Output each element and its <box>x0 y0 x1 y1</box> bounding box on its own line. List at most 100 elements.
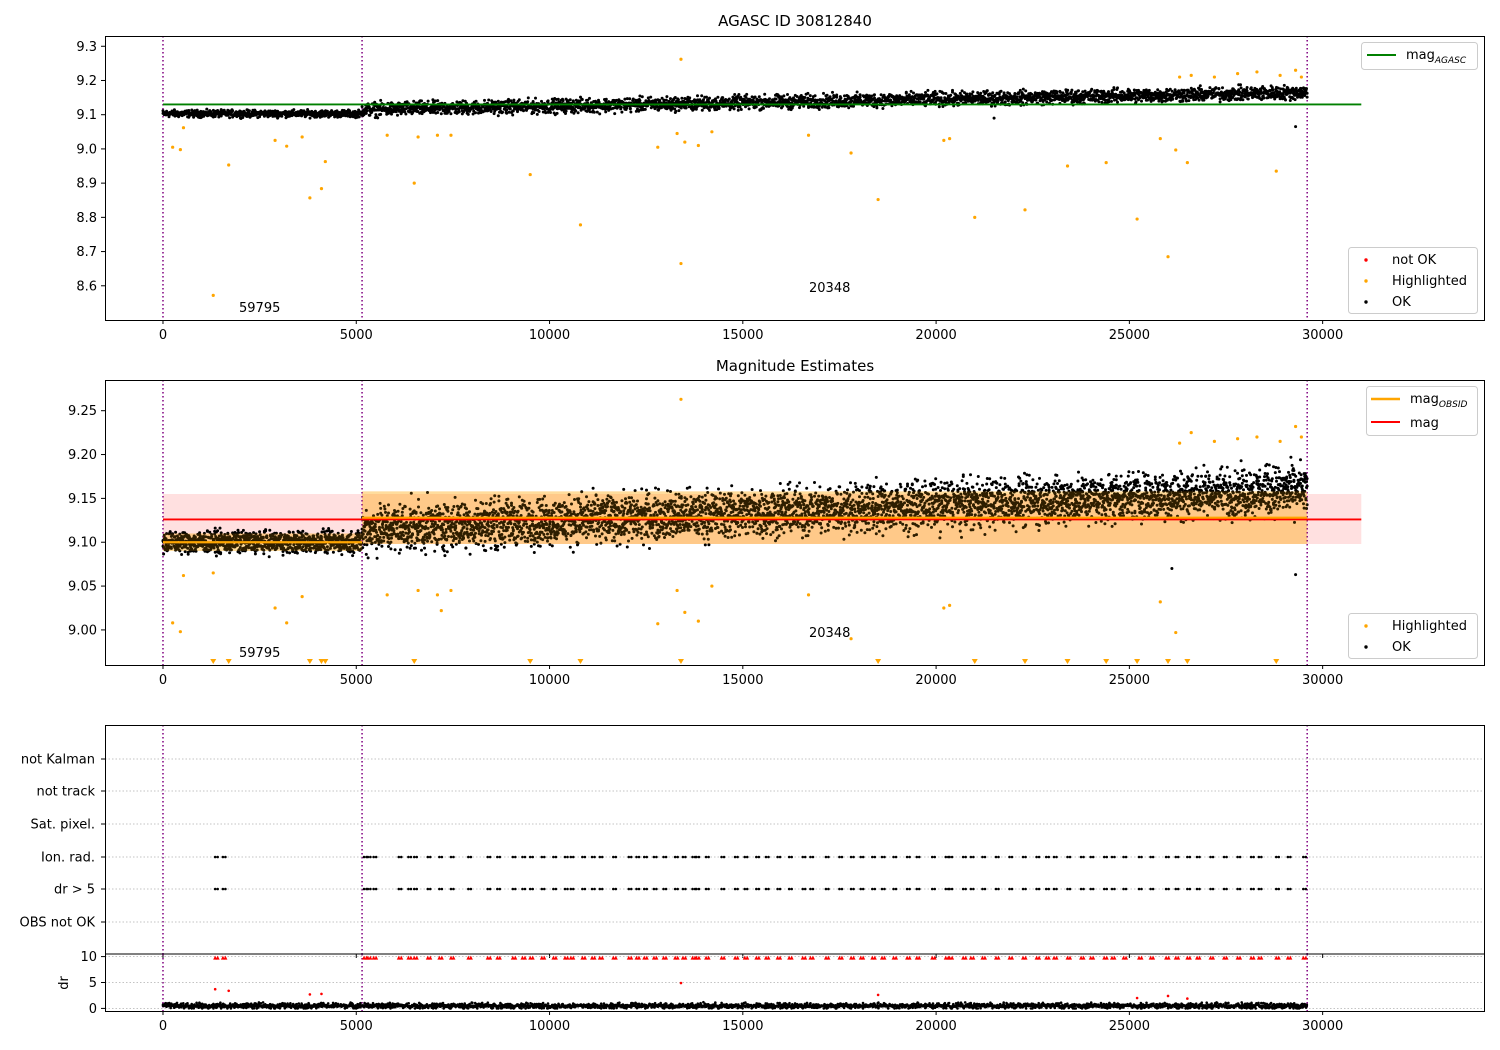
panel-agasc-plot <box>161 36 1362 320</box>
ok-point <box>474 99 478 103</box>
highlighted-point <box>385 133 389 137</box>
highlighted-point <box>435 133 440 137</box>
ok-point <box>436 99 440 103</box>
ok-point <box>331 550 335 554</box>
ok-point <box>762 106 765 110</box>
ok-point <box>167 115 171 119</box>
ok-point <box>218 526 222 530</box>
ok-point <box>439 112 443 116</box>
ok-point <box>325 551 329 555</box>
ok-point <box>281 553 285 557</box>
ok-point <box>835 95 839 99</box>
ok-point <box>364 111 368 115</box>
ok-point <box>174 530 178 534</box>
y-tick-label: 8.6 <box>76 279 97 294</box>
ok-point <box>379 98 383 102</box>
highlighted-point <box>1174 148 1178 152</box>
ok-point <box>288 551 292 555</box>
ok-point <box>1294 125 1298 129</box>
ok-point <box>803 96 807 99</box>
ok-point <box>209 110 213 114</box>
highlighted-point <box>1178 75 1182 79</box>
ok-point <box>737 93 741 96</box>
ok-point <box>498 107 502 111</box>
ok-point <box>745 92 749 96</box>
x-tick-label: 30000 <box>1302 328 1343 343</box>
ok-point <box>264 528 268 532</box>
ok-point <box>280 114 284 118</box>
ok-point <box>1003 100 1007 104</box>
ok-point <box>619 105 623 109</box>
ok-point <box>564 109 568 113</box>
ok-point <box>356 529 360 533</box>
ok-point <box>768 97 771 101</box>
ok-point <box>1239 83 1242 87</box>
ok-point <box>604 97 608 101</box>
ok-point <box>806 91 810 95</box>
ok-point <box>782 94 786 98</box>
ok-point <box>1002 91 1006 95</box>
ok-point <box>487 98 491 102</box>
y-tick-label: 8.9 <box>76 177 97 192</box>
highlighted-point <box>1255 70 1259 74</box>
ok-point <box>640 95 644 99</box>
ok-point <box>532 111 536 115</box>
highlighted-point <box>849 151 853 155</box>
ok-point <box>1100 100 1104 104</box>
ok-point <box>568 98 572 102</box>
highlighted-point <box>1104 161 1108 165</box>
ok-point <box>808 94 812 98</box>
panel-agasc: AGASC ID 30812840 0 5000 10000 15000 20000 25… <box>76 12 1485 343</box>
ok-point <box>534 96 537 100</box>
ok-point <box>992 116 996 120</box>
ok-point <box>732 107 736 111</box>
highlighted-point <box>806 133 811 137</box>
ok-point <box>933 89 937 93</box>
ok-point <box>937 105 941 109</box>
ok-point <box>1116 100 1119 104</box>
ok-point <box>526 96 530 100</box>
ok-point <box>366 556 370 560</box>
ok-point <box>580 98 584 101</box>
ok-point <box>598 112 602 116</box>
ok-point <box>813 94 817 98</box>
highlighted-point <box>973 215 977 219</box>
ok-point <box>817 108 821 111</box>
highlighted-point <box>1166 255 1170 259</box>
ok-point <box>1116 86 1119 90</box>
legend-label-not-ok: not OK <box>1392 253 1437 268</box>
legend-label-ok: OK <box>1392 295 1411 310</box>
ok-point <box>736 108 740 112</box>
ok-point <box>592 110 596 114</box>
ok-point <box>739 108 743 111</box>
ok-point <box>258 530 262 534</box>
ok-point <box>365 109 369 112</box>
ok-point <box>501 110 504 114</box>
ok-point <box>301 529 305 533</box>
ok-point <box>561 99 565 103</box>
ok-point <box>727 97 731 101</box>
ok-point <box>1239 86 1243 90</box>
ok-point <box>604 110 608 114</box>
ok-point <box>700 94 704 98</box>
ok-point <box>879 93 883 97</box>
ok-point <box>1245 86 1249 89</box>
ok-point <box>831 90 834 94</box>
ok-point <box>1013 92 1017 96</box>
ok-point <box>873 93 876 97</box>
panel-agasc-title: AGASC ID 30812840 <box>718 12 872 30</box>
ok-point <box>238 551 242 555</box>
ok-point <box>680 96 684 100</box>
ok-point <box>1214 86 1218 90</box>
panel-agasc-annotation-1: 59795 <box>239 301 280 316</box>
y-tick-label: 9.3 <box>76 40 97 55</box>
ok-point <box>268 528 272 532</box>
ok-point <box>1241 98 1245 102</box>
ok-point <box>352 551 356 555</box>
ok-point <box>466 112 470 116</box>
x-tick-label: 10000 <box>529 328 570 343</box>
ok-point <box>754 105 758 109</box>
ok-point <box>308 116 312 120</box>
ok-point <box>457 110 461 114</box>
y-tick-label: 9.1 <box>76 108 97 123</box>
